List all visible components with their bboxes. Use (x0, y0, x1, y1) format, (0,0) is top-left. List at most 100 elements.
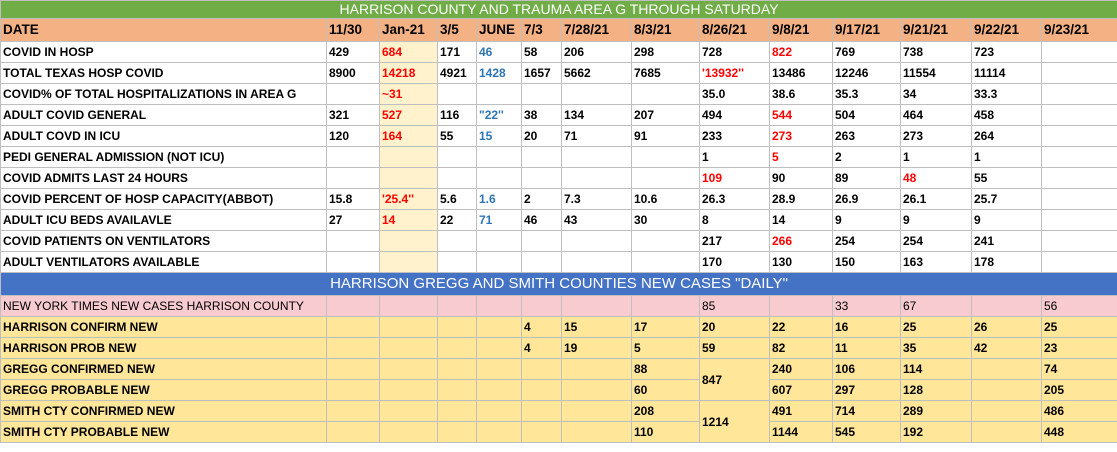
data-cell (1040, 251, 1117, 273)
data-cell: 19 (561, 337, 632, 359)
data-cell (476, 400, 522, 422)
header-cell: 9/21/21 (900, 18, 972, 42)
data-cell (971, 358, 1042, 380)
row-label: COVID PATIENTS ON VENTILATORS (0, 230, 327, 252)
data-cell (476, 146, 522, 168)
data-cell (437, 421, 477, 443)
data-cell: 769 (832, 41, 901, 63)
data-cell (521, 146, 562, 168)
data-cell (379, 379, 438, 401)
data-cell: 15.8 (326, 188, 380, 210)
data-cell: 82 (769, 337, 833, 359)
cases-row: HARRISON CONFIRM NEW 4 15 17 20 22 16 25 26 25 (0, 316, 1117, 338)
data-cell: 684 (379, 41, 438, 63)
data-cell (379, 400, 438, 422)
data-cell: 163 (900, 251, 972, 273)
header-cell: 11/30 (326, 18, 380, 42)
data-cell (631, 146, 700, 168)
data-cell: 26 (971, 316, 1042, 338)
data-cell: 192 (900, 421, 972, 443)
data-cell: 4 (521, 316, 562, 338)
data-cell: 11114 (971, 62, 1042, 84)
row-label: ADULT COVD IN ICU (0, 125, 327, 147)
data-cell: 723 (971, 41, 1042, 63)
data-cell: 35 (900, 337, 972, 359)
data-cell (1040, 230, 1117, 252)
data-cell: 205 (1040, 379, 1117, 401)
data-cell: 5 (769, 146, 833, 168)
data-cell: 494 (699, 104, 770, 126)
data-cell (971, 400, 1042, 422)
data-cell (476, 167, 522, 189)
row-label: ADULT COVID GENERAL (0, 104, 327, 126)
data-cell (437, 230, 477, 252)
header-cell: 9/17/21 (832, 18, 901, 42)
title-row-cases: HARRISON GREGG AND SMITH COUNTIES NEW CA… (0, 272, 1117, 296)
data-cell: 1657 (521, 62, 562, 84)
data-cell: 544 (769, 104, 833, 126)
hospital-row: TOTAL TEXAS HOSP COVID 8900 14218 4921 1428 1… (0, 62, 1117, 84)
hospital-row: COVID PERCENT OF HOSP CAPACITY(ABBOT) 15.… (0, 188, 1117, 210)
data-cell: 28.9 (769, 188, 833, 210)
data-cell (1040, 62, 1117, 84)
data-cell: 23 (1040, 337, 1117, 359)
data-cell: 527 (379, 104, 438, 126)
row-label: HARRISON PROB NEW (0, 337, 327, 359)
data-cell (521, 379, 562, 401)
data-cell (326, 316, 380, 338)
data-cell (561, 146, 632, 168)
data-cell (476, 379, 522, 401)
data-cell (326, 358, 380, 380)
data-cell: 48 (900, 167, 972, 189)
data-cell (476, 358, 522, 380)
data-cell: 1.6 (476, 188, 522, 210)
data-cell (437, 146, 477, 168)
data-cell (1040, 125, 1117, 147)
hospital-row: ADULT VENTILATORS AVAILABLE 170 130 150 163 1… (0, 251, 1117, 273)
data-cell: 26.3 (699, 188, 770, 210)
data-cell: 56 (1040, 295, 1117, 317)
data-cell (1040, 104, 1117, 126)
data-cell: 16 (832, 316, 901, 338)
data-cell (379, 146, 438, 168)
header-cell: 9/8/21 (769, 18, 833, 42)
header-cell: 7/3 (521, 18, 562, 42)
data-cell (971, 421, 1042, 443)
data-cell (326, 146, 380, 168)
data-cell: 90 (769, 167, 833, 189)
data-cell: '25.4'' (379, 188, 438, 210)
data-cell: 120 (326, 125, 380, 147)
hospital-row: COVID IN HOSP 429 684 171 46 58 206 298 728 822 76… (0, 41, 1117, 63)
hospital-row: ADULT ICU BEDS AVAILAVLE 27 14 22 71 46 43 30 8 1… (0, 209, 1117, 231)
data-cell: 38.6 (769, 83, 833, 105)
data-cell: 110 (631, 421, 700, 443)
data-cell: 55 (437, 125, 477, 147)
row-label: COVID% OF TOTAL HOSPITALIZATIONS IN AREA… (0, 83, 327, 105)
data-cell (561, 379, 632, 401)
data-cell (1040, 167, 1117, 189)
data-cell (326, 251, 380, 273)
cases-row: HARRISON PROB NEW 4 19 5 59 82 11 35 42 23 (0, 337, 1117, 359)
data-cell (326, 83, 380, 105)
data-cell: 1 (699, 146, 770, 168)
data-cell: 7.3 (561, 188, 632, 210)
title-row-hospital: HARRISON COUNTY AND TRAUMA AREA G THROUG… (0, 0, 1117, 19)
data-cell: 822 (769, 41, 833, 63)
data-cell: 91 (631, 125, 700, 147)
data-cell (326, 400, 380, 422)
data-cell (631, 230, 700, 252)
data-cell: 321 (326, 104, 380, 126)
row-label: TOTAL TEXAS HOSP COVID (0, 62, 327, 84)
data-cell (521, 167, 562, 189)
header-cell: 9/23/21 (1040, 18, 1117, 42)
data-cell: 38 (521, 104, 562, 126)
data-cell (437, 83, 477, 105)
data-cell (476, 295, 522, 317)
data-cell (521, 400, 562, 422)
data-cell: 714 (832, 400, 901, 422)
row-label: HARRISON CONFIRM NEW (0, 316, 327, 338)
data-cell: 545 (832, 421, 901, 443)
data-cell: 254 (832, 230, 901, 252)
row-label: NEW YORK TIMES NEW CASES HARRISON COUNTY (0, 295, 327, 317)
